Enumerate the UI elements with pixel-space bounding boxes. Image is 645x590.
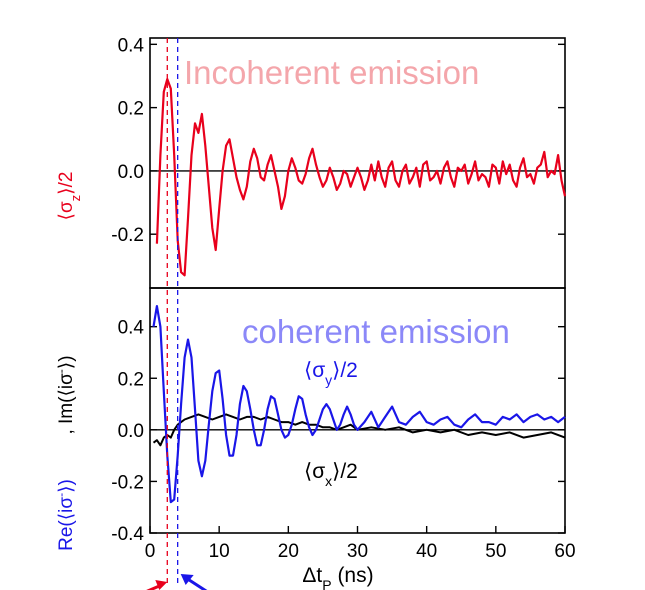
red-arrow-icon: [146, 584, 160, 590]
y-tick-label: -0.2: [111, 472, 144, 493]
top-y-ticks: -0.2 0.0 0.2 0.4: [111, 35, 565, 246]
y-tick-label: 0.4: [118, 318, 145, 339]
bottom-series-sigma-y: [152, 305, 566, 504]
annotation-sigma-y: ⟨σy⟩/2: [304, 359, 358, 388]
top-panel-title: Incoherent emission: [184, 54, 479, 91]
blue-arrowhead-icon: [180, 574, 194, 585]
top-panel: -0.2 0.0 0.2 0.4 Incoherent emission ⟨σz⟩/2: [56, 35, 567, 289]
y-tick-label: -0.2: [111, 225, 144, 246]
bottom-panel-title: coherent emission: [242, 313, 510, 350]
top-series-sigma-z: [155, 77, 567, 277]
annotation-sigma-x: ⟨σx⟩/2: [304, 460, 358, 489]
y-tick-label: 0.2: [118, 99, 144, 120]
x-tick-label: 0: [145, 541, 156, 562]
x-tick-label: 60: [554, 541, 575, 562]
x-tick-label: 40: [416, 541, 437, 562]
x-tick-label: 10: [209, 541, 230, 562]
blue-arrow-icon: [186, 577, 208, 590]
bottom-y-axis-label-right: , Im(⟨iσ-⟩): [54, 355, 77, 434]
x-tick-label: 50: [485, 541, 506, 562]
x-tick-label: 30: [347, 541, 368, 562]
bottom-y-ticks: -0.4 -0.2 0.0 0.2 0.4: [111, 318, 565, 545]
top-y-axis-label: ⟨σz⟩/2: [56, 172, 83, 221]
x-tick-label: 20: [278, 541, 299, 562]
bottom-x-ticks: 0 10 20 30 40 50 60: [145, 526, 576, 562]
red-arrowhead-icon: [155, 580, 168, 590]
y-tick-label: 0.0: [118, 421, 144, 442]
y-tick-label: 0.4: [118, 35, 145, 56]
y-tick-label: 0.0: [118, 162, 144, 183]
bottom-panel: -0.4 -0.2 0.0 0.2 0.4 0 10 20 30 40 50 60 coherent…: [54, 287, 576, 590]
y-tick-label: 0.2: [118, 369, 144, 390]
bottom-y-axis-label-left: Re(⟨iσ-⟩): [54, 479, 77, 551]
x-axis-label: ΔtP (ns): [302, 564, 373, 590]
y-tick-label: -0.4: [111, 524, 144, 545]
